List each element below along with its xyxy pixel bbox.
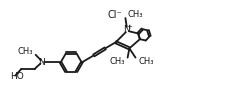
Text: HO: HO: [10, 72, 24, 81]
Text: +: +: [126, 24, 132, 30]
Text: N: N: [123, 25, 130, 34]
Text: CH₃: CH₃: [138, 57, 153, 66]
Text: CH₃: CH₃: [127, 10, 143, 19]
Text: N: N: [38, 58, 45, 67]
Text: CH₃: CH₃: [17, 47, 33, 56]
Text: CH₃: CH₃: [109, 57, 124, 66]
Text: Cl⁻: Cl⁻: [107, 10, 121, 20]
